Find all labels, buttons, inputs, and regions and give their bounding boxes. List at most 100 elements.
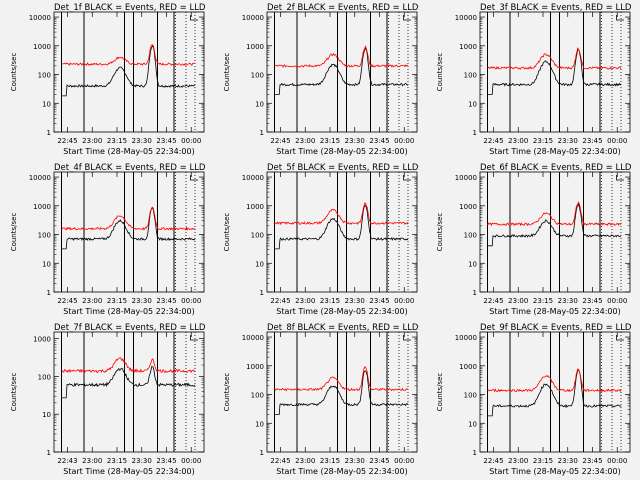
x-tick-label: 23:45 xyxy=(369,457,389,465)
detector-panel: Det_3f BLACK = Events, RED = LLD Counts/s… xyxy=(436,3,632,156)
x-tick-label: 23:15 xyxy=(320,137,340,145)
corner-bracket xyxy=(190,15,198,21)
panel-title: Det_4f BLACK = Events, RED = LLD xyxy=(54,163,206,173)
x-axis-label: Start Time (28-May-05 22:34:00) xyxy=(63,467,194,476)
events-series-line xyxy=(274,204,409,250)
x-axis-label: Start Time (28-May-05 22:34:00) xyxy=(276,307,407,316)
x-tick-label: 23:30 xyxy=(132,297,152,305)
x-tick-label: 23:15 xyxy=(533,457,553,465)
x-tick-label: 22:45 xyxy=(270,297,290,305)
plot-frame xyxy=(53,331,205,453)
y-tick-label: 10 xyxy=(468,100,477,108)
x-tick-label: 00:00 xyxy=(394,297,414,305)
x-axis-label: Start Time (28-May-05 22:34:00) xyxy=(276,147,407,156)
y-tick-label: 10 xyxy=(42,411,51,419)
lld-series-line xyxy=(487,201,622,227)
x-tick-label: 22:45 xyxy=(483,457,503,465)
y-tick-label: 10 xyxy=(42,260,51,268)
x-tick-label: 23:00 xyxy=(82,297,102,305)
corner-bracket xyxy=(616,335,624,341)
lld-series-line xyxy=(61,357,196,374)
x-tick-label: 23:15 xyxy=(533,137,553,145)
y-tick-label: 100 xyxy=(464,392,477,400)
panel-title: Det_1f BLACK = Events, RED = LLD xyxy=(54,3,206,13)
y-tick-label: 100 xyxy=(251,392,264,400)
events-series-line xyxy=(274,47,409,95)
x-tick-label: 23:00 xyxy=(295,297,315,305)
y-tick-label: 10000 xyxy=(242,14,264,22)
corner-bracket xyxy=(403,175,411,181)
x-tick-label: 23:15 xyxy=(320,297,340,305)
y-tick-label: 1 xyxy=(260,289,264,297)
corner-bracket xyxy=(616,15,624,21)
events-series-line xyxy=(61,207,196,250)
x-tick-label: 23:30 xyxy=(558,297,578,305)
x-tick-label: 23:30 xyxy=(345,457,365,465)
y-tick-label: 10000 xyxy=(455,14,477,22)
plot-frame xyxy=(266,11,418,133)
y-tick-label: 10 xyxy=(255,260,264,268)
plot-frame xyxy=(266,171,418,293)
y-tick-label: 10 xyxy=(468,420,477,428)
x-tick-label: 23:30 xyxy=(132,137,152,145)
plot-frame xyxy=(53,11,205,133)
detector-panel: Det_6f BLACK = Events, RED = LLD Counts/s… xyxy=(436,163,632,316)
panel-title: Det_5f BLACK = Events, RED = LLD xyxy=(267,163,419,173)
x-tick-label: 23:30 xyxy=(345,297,365,305)
y-axis-label: Counts/sec xyxy=(436,213,444,252)
panel-title: Det_3f BLACK = Events, RED = LLD xyxy=(480,3,632,13)
y-tick-label: 100 xyxy=(38,373,51,381)
y-axis-label: Counts/sec xyxy=(10,53,18,92)
corner-bracket xyxy=(403,335,411,341)
y-tick-label: 1000 xyxy=(459,363,477,371)
x-tick-label: 23:45 xyxy=(156,457,176,465)
x-tick-label: 00:00 xyxy=(181,137,201,145)
x-tick-label: 00:00 xyxy=(181,297,201,305)
y-tick-label: 10 xyxy=(468,260,477,268)
x-tick-label: 22:45 xyxy=(483,137,503,145)
events-series-line xyxy=(61,365,196,399)
x-axis-label: Start Time (28-May-05 22:34:00) xyxy=(489,307,620,316)
y-axis-label: Counts/sec xyxy=(223,373,231,412)
panel-title: Det_6f BLACK = Events, RED = LLD xyxy=(480,163,632,173)
y-axis-label: Counts/sec xyxy=(10,213,18,252)
y-tick-label: 1000 xyxy=(33,43,51,51)
detector-panel: Det_5f BLACK = Events, RED = LLD Counts/s… xyxy=(223,163,419,316)
y-tick-label: 1 xyxy=(47,129,51,137)
x-tick-label: 23:45 xyxy=(582,137,602,145)
y-tick-label: 10000 xyxy=(242,334,264,342)
x-axis-label: Start Time (28-May-05 22:34:00) xyxy=(63,147,194,156)
plot-frame xyxy=(479,11,631,133)
x-tick-label: 23:45 xyxy=(369,297,389,305)
corner-bracket xyxy=(616,175,624,181)
lld-series-line xyxy=(274,202,409,226)
y-tick-label: 1 xyxy=(47,289,51,297)
y-tick-label: 10000 xyxy=(455,174,477,182)
x-tick-label: 00:00 xyxy=(607,137,627,145)
x-tick-label: 23:45 xyxy=(156,297,176,305)
events-series-line xyxy=(487,368,622,417)
x-tick-label: 23:45 xyxy=(369,137,389,145)
lld-series-line xyxy=(61,206,196,231)
y-tick-label: 1000 xyxy=(33,203,51,211)
x-axis-label: Start Time (28-May-05 22:34:00) xyxy=(489,147,620,156)
lld-series-line xyxy=(487,47,622,70)
lld-series-line xyxy=(487,368,622,393)
x-tick-label: 23:45 xyxy=(582,457,602,465)
y-tick-label: 10000 xyxy=(29,14,51,22)
y-tick-label: 1000 xyxy=(246,203,264,211)
x-tick-label: 23:30 xyxy=(132,457,152,465)
detector-panel: Det_4f BLACK = Events, RED = LLD Counts/s… xyxy=(10,163,206,316)
events-series-line xyxy=(61,45,196,97)
panel-title: Det_9f BLACK = Events, RED = LLD xyxy=(480,323,632,333)
plot-frame xyxy=(479,171,631,293)
x-tick-label: 23:00 xyxy=(508,137,528,145)
x-tick-label: 23:00 xyxy=(508,457,528,465)
x-tick-label: 22:45 xyxy=(270,457,290,465)
x-axis-label: Start Time (28-May-05 22:34:00) xyxy=(63,307,194,316)
y-tick-label: 1000 xyxy=(33,336,51,344)
lld-series-line xyxy=(274,366,409,392)
plot-frame xyxy=(53,171,205,293)
x-tick-label: 22:43 xyxy=(57,457,77,465)
x-tick-label: 22:45 xyxy=(270,137,290,145)
